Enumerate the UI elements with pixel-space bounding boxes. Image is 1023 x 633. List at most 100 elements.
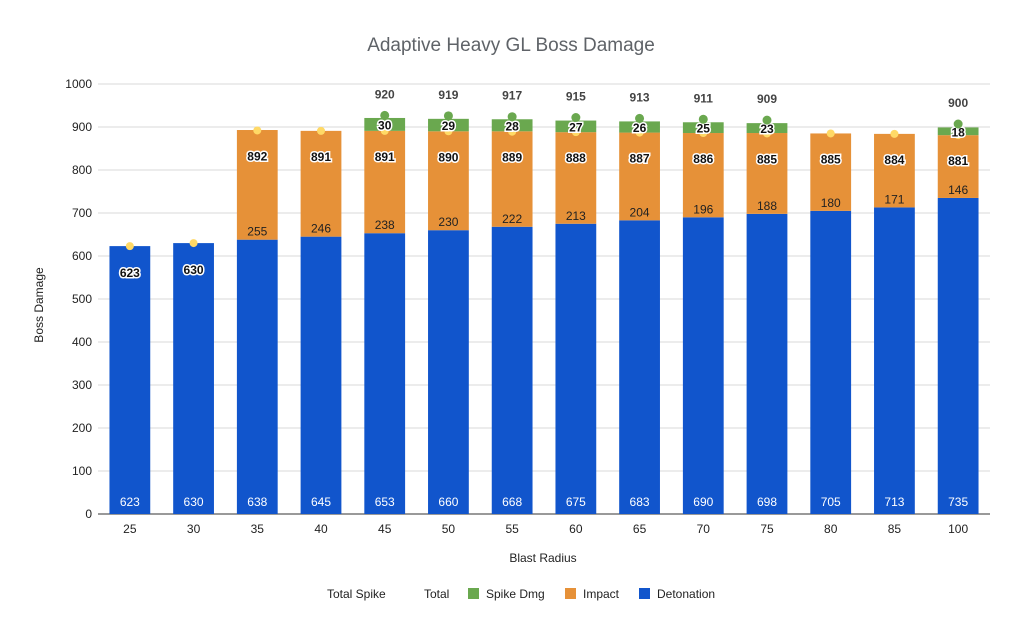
total-spike-value-label: 911: [694, 91, 714, 105]
x-tick-label: 60: [569, 522, 583, 536]
detonation-value-label: 690: [693, 495, 713, 509]
total-point: [635, 128, 644, 137]
y-tick-label: 300: [72, 378, 92, 392]
total-point: [508, 127, 517, 136]
detonation-value-label: 675: [566, 495, 586, 509]
y-axis-title: Boss Damage: [32, 267, 46, 343]
y-tick-label: 100: [72, 464, 92, 478]
bar-detonation: [874, 207, 915, 514]
total-point: [380, 126, 389, 135]
x-tick-label: 35: [251, 522, 265, 536]
total-spike-point: [953, 119, 963, 129]
total-point: [444, 127, 453, 136]
legend-item-label: Spike Dmg: [486, 587, 545, 601]
y-tick-label: 1000: [65, 77, 92, 91]
x-tick-label: 100: [948, 522, 968, 536]
detonation-value-label: 713: [884, 495, 904, 509]
total-value-label: 889: [502, 151, 522, 165]
detonation-value-label: 735: [948, 495, 968, 509]
x-tick-label: 85: [888, 522, 902, 536]
total-value-label: 890: [438, 150, 458, 164]
total-spike-point: [571, 113, 581, 123]
total-value-label: 891: [375, 150, 395, 164]
impact-value-label: 238: [375, 218, 395, 232]
x-tick-label: 25: [123, 522, 137, 536]
total-spike-value-label: 917: [502, 89, 522, 103]
spike-value-label: 30: [378, 118, 392, 132]
total-spike-point: [635, 113, 645, 123]
bar-impact: [619, 132, 660, 221]
bar-spike-dmg: [364, 117, 406, 131]
legend-swatch: [639, 588, 650, 599]
bar-detonation: [555, 223, 597, 514]
y-tick-label: 900: [72, 120, 92, 134]
spike-value-label: 23: [760, 122, 774, 136]
detonation-value-label: 705: [821, 495, 841, 509]
impact-value-label: 146: [948, 183, 968, 197]
total-point: [826, 129, 835, 138]
total-value-label: 892: [247, 149, 267, 163]
bar-detonation: [937, 197, 979, 514]
chart-title: Adaptive Heavy GL Boss Damage: [367, 35, 655, 56]
legend-item-label: Total: [424, 587, 449, 601]
bar-impact: [491, 131, 533, 227]
x-tick-label: 55: [505, 522, 519, 536]
total-value-label: 886: [693, 152, 713, 166]
total-value-label: 887: [630, 152, 650, 166]
total-point: [571, 128, 580, 137]
bar-spike-dmg: [746, 123, 788, 134]
y-tick-label: 400: [72, 335, 92, 349]
bar-impact: [364, 130, 406, 234]
total-spike-value-label: 909: [757, 92, 777, 106]
total-spike-point: [507, 112, 517, 122]
detonation-value-label: 698: [757, 495, 777, 509]
bar-detonation: [746, 213, 788, 515]
impact-value-label: 230: [438, 215, 458, 229]
total-spike-point: [698, 114, 708, 124]
total-point: [699, 129, 708, 138]
legend-item-label: Impact: [583, 587, 620, 601]
total-value-label: 623: [120, 266, 140, 280]
impact-value-label: 222: [502, 212, 522, 226]
x-tick-label: 65: [633, 522, 647, 536]
bar-detonation: [109, 246, 151, 515]
x-tick-label: 40: [314, 522, 328, 536]
detonation-value-label: 660: [438, 495, 458, 509]
bars-layer: [109, 117, 979, 515]
detonation-value-label: 653: [375, 495, 395, 509]
bar-spike-dmg: [619, 121, 660, 133]
detonation-value-label: 645: [311, 495, 331, 509]
impact-value-label: 180: [821, 196, 841, 210]
bar-impact: [746, 133, 788, 214]
bar-impact: [937, 135, 979, 198]
x-axis-title: Blast Radius: [509, 551, 576, 565]
bar-impact: [236, 130, 278, 240]
labels-layer: 25 623 623 30 630 630 35 638 255 892 40 645 246 891 45…: [118, 87, 970, 536]
bar-detonation: [491, 226, 533, 514]
bar-impact: [428, 131, 469, 231]
total-point: [763, 129, 771, 138]
impact-value-label: 246: [311, 222, 331, 236]
total-spike-point: [380, 110, 390, 120]
detonation-value-label: 623: [120, 495, 140, 509]
x-tick-label: 70: [697, 522, 711, 536]
impact-value-label: 255: [247, 225, 267, 239]
bar-detonation: [619, 220, 660, 514]
bar-spike-dmg: [682, 122, 724, 134]
total-spike-point: [443, 111, 453, 121]
legend-swatch: [468, 588, 479, 599]
y-tick-label: 600: [72, 249, 92, 263]
spike-value-label: 27: [569, 120, 583, 134]
detonation-value-label: 668: [502, 495, 522, 509]
legend-swatch: [565, 588, 576, 599]
legend: Total Spike Total Spike Dmg Impact Detonatio…: [327, 587, 715, 601]
bar-detonation: [236, 239, 278, 514]
y-tick-label: 800: [72, 163, 92, 177]
x-tick-label: 80: [824, 522, 838, 536]
total-value-label: 891: [311, 150, 331, 164]
bar-detonation: [428, 230, 469, 514]
spike-value-label: 28: [505, 119, 519, 133]
total-point: [890, 129, 899, 138]
bar-spike-dmg: [491, 119, 533, 132]
